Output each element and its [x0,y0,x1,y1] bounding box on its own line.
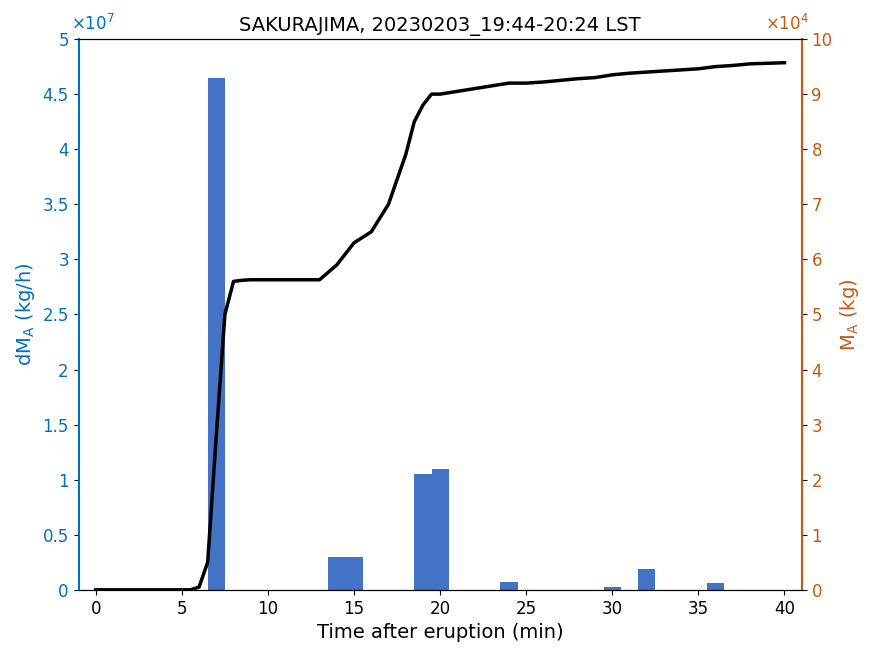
Bar [431,468,449,590]
X-axis label: Time after eruption (min): Time after eruption (min) [317,623,564,642]
Text: $\times$10$^4$: $\times$10$^4$ [765,13,809,33]
Y-axis label: dM$_\mathregular{A}$ (kg/h): dM$_\mathregular{A}$ (kg/h) [14,262,37,366]
Bar [638,569,655,590]
Bar [707,583,724,590]
Title: SAKURAJIMA, 20230203_19:44-20:24 LST: SAKURAJIMA, 20230203_19:44-20:24 LST [240,16,640,35]
Bar [604,586,621,590]
Bar [500,582,518,590]
Bar [207,77,225,590]
Y-axis label: M$_\mathregular{A}$ (kg): M$_\mathregular{A}$ (kg) [838,278,861,350]
Bar [414,474,431,590]
Bar [328,557,346,590]
Text: $\times$10$^7$: $\times$10$^7$ [71,13,116,33]
Bar [346,557,362,590]
